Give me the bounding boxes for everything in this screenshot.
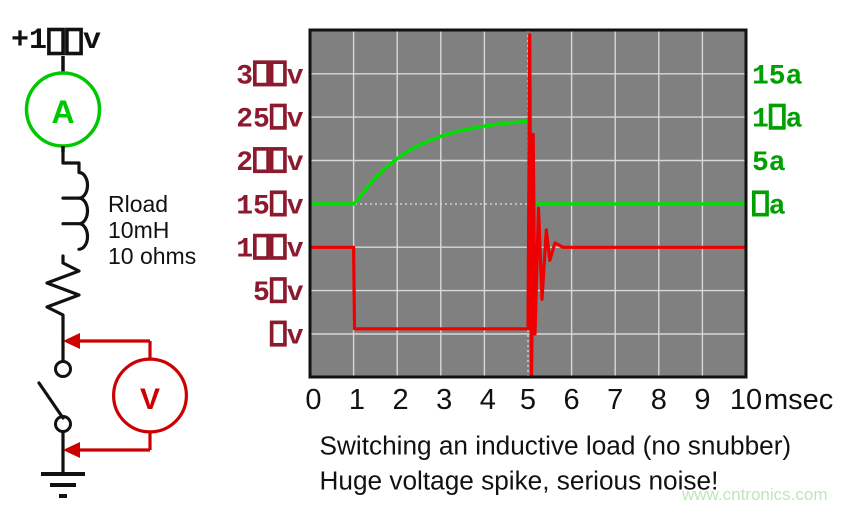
svg-text:a: a [786, 105, 803, 136]
svg-text:5: 5 [520, 384, 536, 416]
svg-text:1: 1 [236, 235, 253, 266]
svg-text:www.cntronics.com: www.cntronics.com [681, 485, 827, 504]
svg-text:6: 6 [564, 384, 580, 416]
svg-text:v: v [287, 191, 304, 222]
svg-text:4: 4 [480, 384, 496, 416]
svg-text:2: 2 [393, 384, 409, 416]
svg-text:10: 10 [730, 384, 762, 416]
svg-text:8: 8 [651, 384, 667, 416]
svg-text:v: v [287, 61, 304, 92]
svg-text:v: v [287, 105, 304, 136]
svg-text:1: 1 [752, 105, 769, 136]
svg-text:15a: 15a [752, 61, 803, 92]
svg-text:v: v [287, 322, 304, 353]
svg-text:v: v [287, 278, 304, 309]
svg-text:9: 9 [694, 384, 710, 416]
svg-text:15: 15 [236, 191, 270, 222]
svg-text:2: 2 [236, 148, 253, 179]
svg-text:3: 3 [436, 384, 452, 416]
svg-text:1: 1 [349, 384, 365, 416]
svg-text:3: 3 [236, 61, 253, 92]
svg-text:0: 0 [305, 384, 321, 416]
svg-text:a: a [769, 191, 786, 222]
svg-text:Switching an inductive load (n: Switching an inductive load (no snubber) [320, 431, 792, 461]
svg-text:7: 7 [607, 384, 623, 416]
svg-text:v: v [287, 148, 304, 179]
svg-text:msec: msec [764, 384, 833, 416]
svg-text:Huge voltage spike, serious no: Huge voltage spike, serious noise! [320, 466, 719, 496]
svg-text:5: 5 [253, 278, 270, 309]
svg-text:v: v [287, 235, 304, 266]
svg-text:5a: 5a [752, 148, 786, 179]
svg-text:25: 25 [236, 105, 270, 136]
